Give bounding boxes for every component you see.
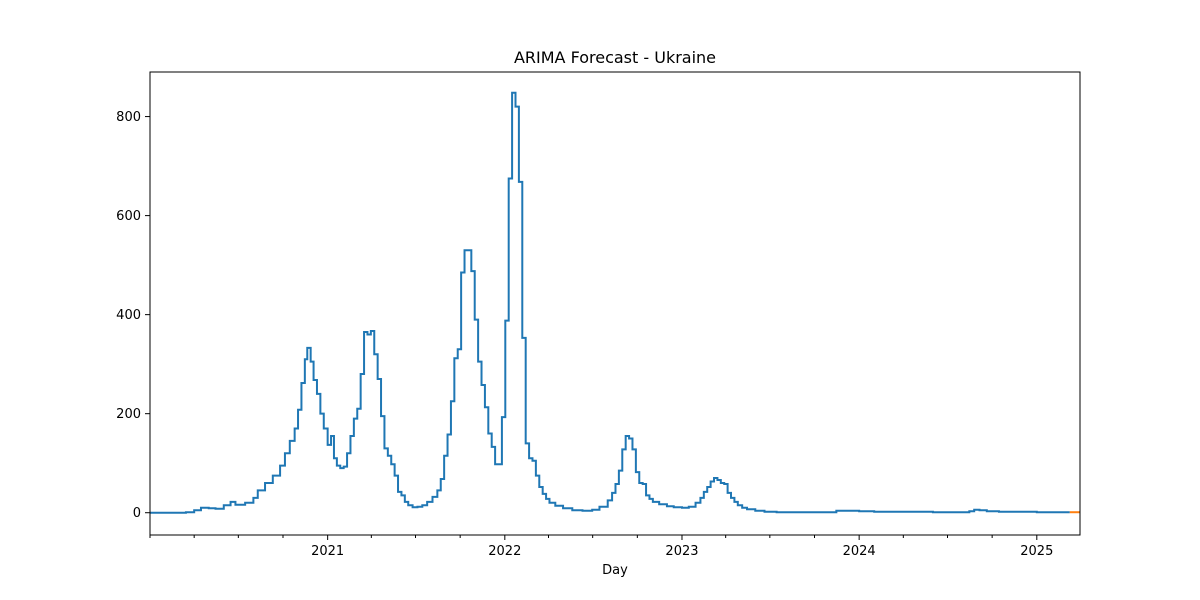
x-tick-label: 2021 <box>311 544 344 559</box>
y-tick-label: 800 <box>116 110 141 125</box>
x-tick-label: 2024 <box>843 544 876 559</box>
y-tick-label: 0 <box>133 506 141 521</box>
series-layer <box>150 91 1080 514</box>
x-tick-label: 2023 <box>665 544 698 559</box>
observed-series-line <box>150 91 1070 514</box>
x-tick-label: 2022 <box>488 544 521 559</box>
axes-layer <box>149 71 1081 536</box>
y-tick-label: 600 <box>116 209 141 224</box>
y-tick-label: 200 <box>116 407 141 422</box>
chart-title: ARIMA Forecast - Ukraine <box>514 48 716 67</box>
y-axis: 0 200 400 600 800 <box>116 110 150 521</box>
x-axis-title: Day <box>602 563 628 578</box>
y-tick-label: 400 <box>116 308 141 323</box>
x-tick-label: 2025 <box>1020 544 1053 559</box>
plot-area-frame <box>149 71 1081 536</box>
x-axis: 2021 2022 2023 2024 2025 <box>149 535 1053 559</box>
